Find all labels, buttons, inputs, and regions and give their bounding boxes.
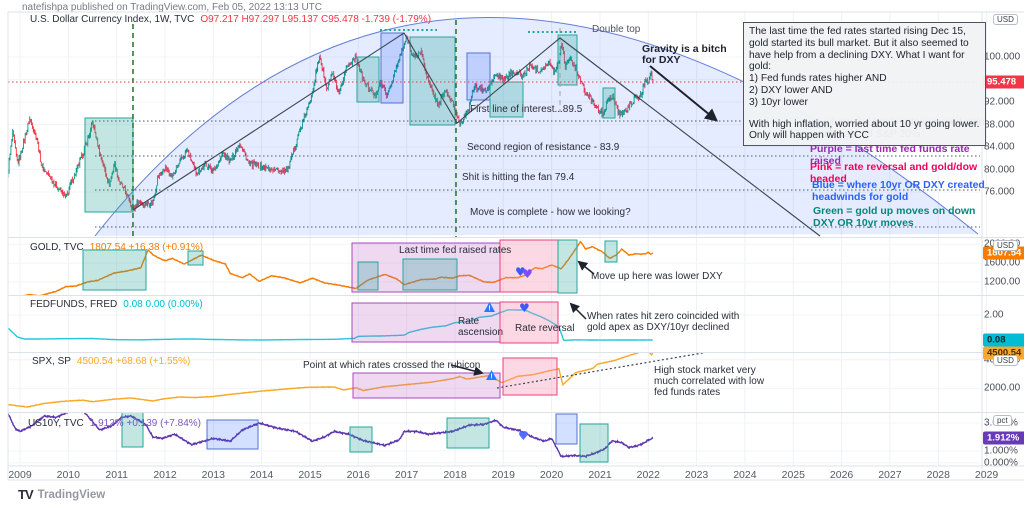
y-axis-label: 1600.00 xyxy=(984,257,1021,269)
x-axis-year-label: 2018 xyxy=(443,469,467,481)
ff-annotation: Rate ascension xyxy=(458,316,504,338)
x-axis-year-label: 2023 xyxy=(684,469,709,481)
note-item-3: 3) 10yr lower xyxy=(749,96,808,108)
y-axis-label: 84.000 xyxy=(984,141,1015,153)
note-item-2: 2) DXY lower AND xyxy=(749,84,833,96)
legend-gold: GOLD, TVC 1807.54 +16.38 (+0.91%) xyxy=(30,242,203,253)
dxy-annotation: First line of interest...89.5 xyxy=(470,104,583,115)
spx-unit-toggle[interactable]: USD xyxy=(993,355,1018,366)
x-axis-year-label: 2019 xyxy=(491,469,515,481)
note-paragraph-2: With high inflation, worried about 10 yr… xyxy=(749,118,980,142)
x-axis-year-label: 2017 xyxy=(394,469,419,481)
x-axis-year-label: 2014 xyxy=(249,469,274,481)
us10y-last-price-badge: 1.912% xyxy=(983,431,1024,445)
heart-icon: ♥ xyxy=(519,301,530,315)
symbol-title-us10y[interactable]: US10Y, TVC xyxy=(28,418,84,429)
x-axis-year-label: 2012 xyxy=(153,469,177,481)
x-axis-year-label: 2024 xyxy=(733,469,757,481)
dxy-last-price-badge: 95.478 xyxy=(983,75,1024,89)
us10y-unit-toggle[interactable]: pct xyxy=(993,415,1012,426)
legend-spx: SPX, SP 4500.54 +68.68 (+1.55%) xyxy=(32,356,190,367)
tradingview-brand[interactable]: TradingView xyxy=(37,488,106,501)
side-legend-pink: Pink = rate reversal and gold/dow headed xyxy=(810,161,978,185)
gold-unit-toggle[interactable]: USD xyxy=(993,240,1018,251)
y-axis-label: 0.000% xyxy=(984,457,1018,469)
x-axis-year-label: 2025 xyxy=(781,469,805,481)
x-axis-year-label: 2020 xyxy=(539,469,564,481)
tradingview-logo-icon[interactable]: TV xyxy=(18,487,34,502)
heart-icon: ♥ xyxy=(522,267,533,281)
symbol-title-spx[interactable]: SPX, SP xyxy=(32,356,71,367)
note-box: The last time the fed rates started risi… xyxy=(743,22,986,147)
x-axis-year-label: 2013 xyxy=(201,469,225,481)
y-axis-label: 1200.00 xyxy=(984,276,1021,288)
side-legend-green: Green = gold up moves on down DXY OR 10y… xyxy=(813,205,976,229)
ff-annotation: Rate reversal xyxy=(515,323,575,334)
x-axis-year-label: 2022 xyxy=(636,469,660,481)
publish-line: natefishpa published on TradingView.com,… xyxy=(22,2,323,13)
y-axis-label: 88.000 xyxy=(984,119,1015,130)
svg-text:!: ! xyxy=(488,306,490,313)
symbol-values-us10y: 1.912% +0.139 (+7.84%) xyxy=(89,418,201,429)
y-axis-label: 76.000 xyxy=(984,186,1015,198)
symbol-title-dxy[interactable]: U.S. Dollar Currency Index, 1W, TVC xyxy=(30,14,195,25)
x-axis-year-label: 2028 xyxy=(926,469,950,481)
dxy-annotation: Shit is hitting the fan 79.4 xyxy=(462,172,575,183)
symbol-values-fedfunds: 0.08 0.00 (0.00%) xyxy=(123,299,203,310)
ff-annotation: When rates hit zero coincided with gold a… xyxy=(587,311,740,333)
x-axis-year-label: 2015 xyxy=(298,469,322,481)
y-axis-label: 100.000 xyxy=(984,51,1021,63)
legend-dxy: U.S. Dollar Currency Index, 1W, TVC O97.2… xyxy=(30,14,431,25)
ff-last-price-badge: 0.08 xyxy=(983,333,1024,347)
heart-icon: ♥ xyxy=(518,429,529,443)
spx-annotation: High stock market very much correlated wi… xyxy=(654,365,765,398)
x-axis-year-label: 2021 xyxy=(588,469,612,481)
x-axis-year-label: 2009 xyxy=(8,469,32,481)
gold-annotation: Last time fed raised rates xyxy=(399,245,512,256)
symbol-values-dxy: O97.217 H97.297 L95.137 C95.478 -1.739 (… xyxy=(200,14,432,25)
dxy-annotation: Second region of resistance - 83.9 xyxy=(467,142,620,153)
symbol-title-gold[interactable]: GOLD, TVC xyxy=(30,242,84,253)
legend-fedfunds: FEDFUNDS, FRED 0.08 0.00 (0.00%) xyxy=(30,299,203,310)
legend-us10y: US10Y, TVC 1.912% +0.139 (+7.84%) xyxy=(28,418,201,429)
footer: TV TradingView xyxy=(18,487,105,502)
x-axis-year-label: 2026 xyxy=(829,469,854,481)
side-legend-blue: Blue = where 10yr OR DXY created headwin… xyxy=(812,179,985,203)
x-axis-year-label: 2027 xyxy=(878,469,902,481)
note-item-1: 1) Fed funds rates higher AND xyxy=(749,73,887,85)
gold-annotation: Move up here was lower DXY xyxy=(591,271,723,282)
note-paragraph-1: The last time the fed rates started risi… xyxy=(749,26,969,73)
x-axis-year-label: 2016 xyxy=(346,469,370,481)
y-axis-label: 2000.00 xyxy=(984,382,1021,394)
symbol-values-gold: 1807.54 +16.38 (+0.91%) xyxy=(89,242,204,253)
heart-icon: ♥ xyxy=(515,265,526,279)
dxy-annotation: Move is complete - how we looking? xyxy=(470,207,631,218)
x-axis-year-label: 2011 xyxy=(105,469,128,481)
x-axis-year-label: 2029 xyxy=(974,469,999,481)
warning-triangle-icon: ! xyxy=(484,302,495,313)
x-axis-year-label: 2010 xyxy=(56,469,80,481)
y-axis-label: 92.000 xyxy=(984,96,1015,108)
spx-annotation: Point at which rates crossed the rubicon xyxy=(303,360,481,371)
dxy-annotation: Double top xyxy=(592,24,641,35)
warning-triangle-icon: ! xyxy=(486,370,497,381)
y-axis-label: 2.00 xyxy=(984,309,1004,321)
svg-text:!: ! xyxy=(490,374,492,381)
dxy-annotation: Gravity is a bitch for DXY xyxy=(642,43,727,66)
dxy-unit-toggle[interactable]: USD xyxy=(993,14,1018,25)
symbol-values-spx: 4500.54 +68.68 (+1.55%) xyxy=(76,356,191,367)
y-axis-label: 1.000% xyxy=(984,445,1018,457)
y-axis-label: 80.000 xyxy=(984,164,1015,175)
symbol-title-fedfunds[interactable]: FEDFUNDS, FRED xyxy=(30,299,118,310)
